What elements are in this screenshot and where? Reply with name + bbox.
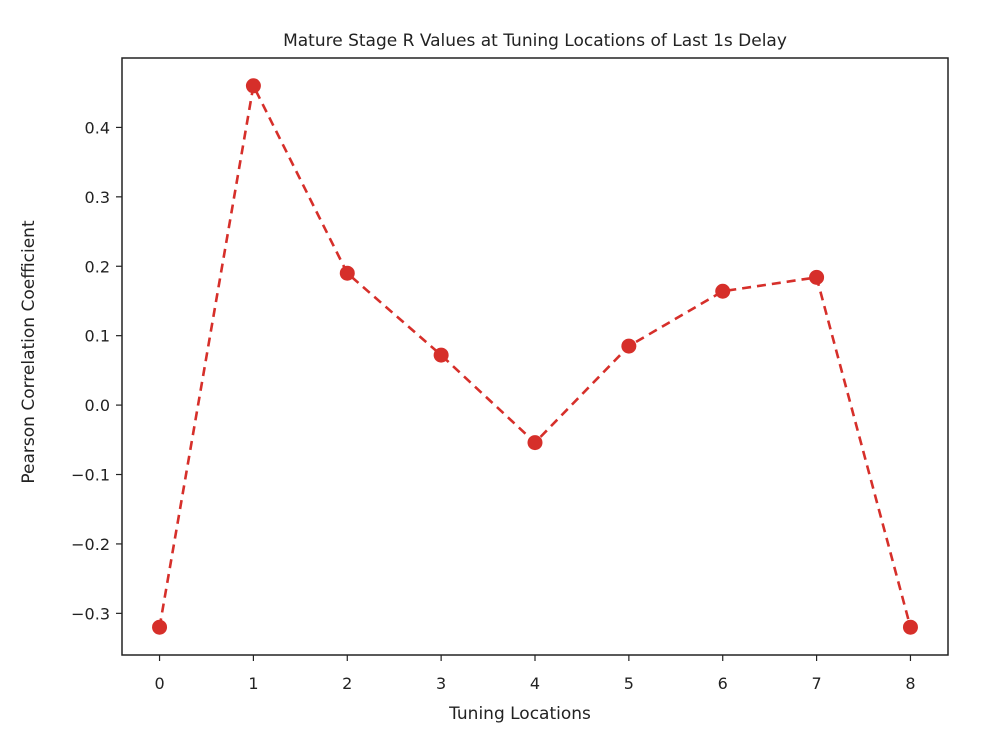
data-point <box>715 283 731 299</box>
y-tick-label: −0.3 <box>71 604 110 623</box>
y-tick-label: −0.1 <box>71 466 110 485</box>
y-tick-label: 0.0 <box>85 396 110 415</box>
data-point <box>245 78 261 94</box>
plot-area <box>152 78 918 635</box>
data-point <box>621 338 637 354</box>
x-axis: 0 1 2 3 4 5 6 7 8 <box>154 655 916 693</box>
y-tick-label: 0.1 <box>85 327 110 346</box>
y-tick-label: 0.4 <box>85 118 110 137</box>
x-tick-label: 5 <box>624 674 634 693</box>
x-tick-label: 6 <box>718 674 728 693</box>
data-point <box>527 435 543 451</box>
plot-frame <box>121 57 949 656</box>
data-point <box>902 619 918 635</box>
x-tick-label: 0 <box>154 674 164 693</box>
y-axis-label: Pearson Correlation Coefficient <box>19 220 39 484</box>
x-axis-label: Tuning Locations <box>448 704 591 724</box>
y-axis: −0.3 −0.2 −0.1 0.0 0.1 0.2 0.3 0.4 <box>71 118 122 623</box>
data-point <box>809 269 825 285</box>
y-tick-label: 0.3 <box>85 188 110 207</box>
y-tick-label: 0.2 <box>85 257 110 276</box>
y-tick-label: −0.2 <box>71 535 110 554</box>
series-line <box>158 81 912 628</box>
data-point <box>339 265 355 281</box>
x-tick-label: 4 <box>530 674 540 693</box>
x-tick-label: 2 <box>342 674 352 693</box>
x-tick-label: 8 <box>905 674 915 693</box>
x-tick-label: 3 <box>436 674 446 693</box>
x-tick-label: 1 <box>248 674 258 693</box>
data-point <box>152 619 168 635</box>
chart-title: Mature Stage R Values at Tuning Location… <box>283 31 787 51</box>
x-tick-label: 7 <box>811 674 821 693</box>
data-point <box>433 347 449 363</box>
